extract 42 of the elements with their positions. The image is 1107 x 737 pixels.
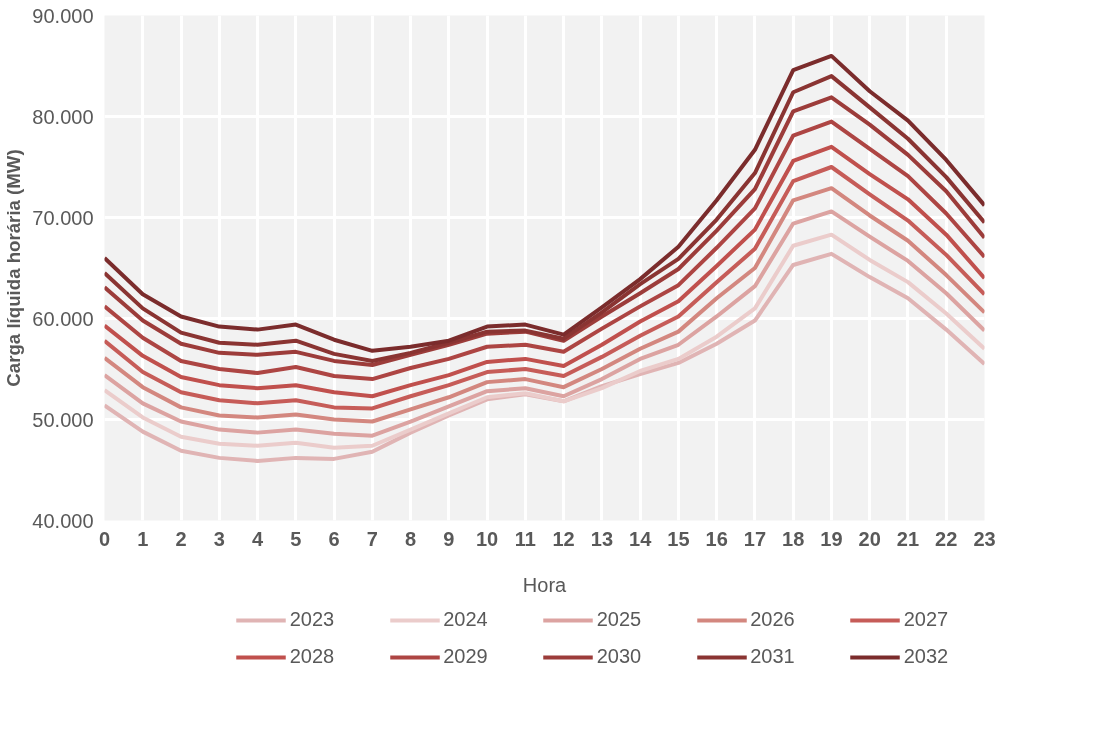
x-tick-label: 12 xyxy=(552,527,575,550)
legend-label: 2031 xyxy=(750,645,795,668)
y-axis-title: Carga líquida horária (MW) xyxy=(3,149,25,387)
legend-label: 2029 xyxy=(443,645,488,668)
x-tick-label: 15 xyxy=(667,527,690,550)
x-tick-label: 7 xyxy=(366,527,378,550)
x-tick-label: 19 xyxy=(820,527,843,550)
x-tick-label: 1 xyxy=(137,527,149,550)
y-tick-label: 40.000 xyxy=(32,509,94,532)
x-tick-label: 0 xyxy=(98,527,111,550)
y-tick-label: 90.000 xyxy=(32,4,94,27)
legend-label: 2026 xyxy=(750,608,795,631)
legend-label: 2023 xyxy=(289,608,335,631)
x-tick-label: 14 xyxy=(629,527,653,550)
x-tick-label: 10 xyxy=(475,527,499,550)
x-tick-label: 23 xyxy=(973,527,996,550)
x-tick-label: 4 xyxy=(251,527,264,550)
x-tick-label: 20 xyxy=(858,527,881,550)
legend-label: 2032 xyxy=(903,645,949,668)
y-tick-label: 60.000 xyxy=(32,307,94,330)
x-tick-label: 17 xyxy=(743,527,767,550)
legend-label: 2028 xyxy=(289,645,335,668)
x-tick-label: 22 xyxy=(935,527,958,550)
y-tick-label: 70.000 xyxy=(32,206,94,229)
x-tick-label: 9 xyxy=(443,527,455,550)
x-tick-label: 11 xyxy=(514,527,536,550)
x-tick-label: 6 xyxy=(328,527,340,550)
x-tick-label: 8 xyxy=(405,527,417,550)
legend-label: 2024 xyxy=(443,608,488,631)
x-tick-label: 18 xyxy=(782,527,805,550)
x-tick-label: 13 xyxy=(590,527,614,550)
x-tick-label: 21 xyxy=(896,527,920,550)
x-tick-label: 16 xyxy=(705,527,728,550)
x-tick-label: 3 xyxy=(213,527,225,550)
y-tick-label: 50.000 xyxy=(32,408,94,431)
legend-label: 2030 xyxy=(596,645,642,668)
x-tick-label: 5 xyxy=(290,527,302,550)
y-tick-label: 80.000 xyxy=(32,105,94,128)
legend-label: 2027 xyxy=(903,608,949,631)
x-tick-label: 2 xyxy=(175,527,187,550)
x-axis-title: Hora xyxy=(522,573,568,596)
legend-label: 2025 xyxy=(596,608,642,631)
